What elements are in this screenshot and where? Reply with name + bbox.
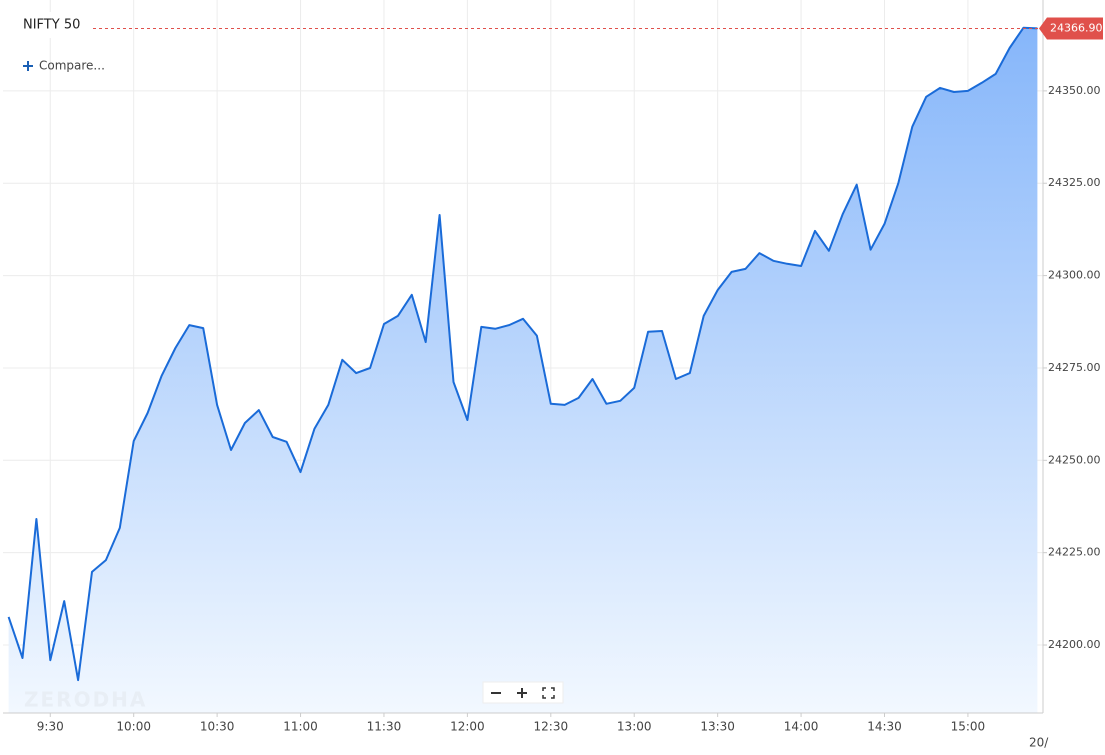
zoom-in[interactable]	[517, 688, 527, 698]
y-tick-label: 24300.00	[1048, 269, 1101, 282]
compare-label[interactable]: Compare...	[39, 59, 105, 73]
y-tick-label: 24275.00	[1048, 361, 1101, 374]
x-tick-label: 11:30	[367, 720, 402, 734]
x-tick-label: 15:00	[951, 720, 986, 734]
x-tick-label: 13:30	[700, 720, 735, 734]
y-tick-label: 24200.00	[1048, 638, 1101, 651]
zoom-controls	[482, 681, 564, 704]
x-tick-label: 14:30	[867, 720, 902, 734]
x-tick-label: 13:00	[617, 720, 652, 734]
last-price-label: 24366.90	[1050, 21, 1103, 34]
price-line	[7, 26, 1038, 682]
plus-icon	[23, 61, 33, 71]
x-tick-label: 14:00	[784, 720, 819, 734]
date-label: 20/	[1029, 736, 1049, 750]
watermark: ZERODHA	[24, 688, 147, 712]
x-tick-label: 11:00	[283, 720, 318, 734]
y-tick-label: 24325.00	[1048, 176, 1101, 189]
y-tick-label: 24250.00	[1048, 453, 1101, 466]
x-tick-label: 10:00	[116, 720, 151, 734]
x-tick-label: 12:00	[450, 720, 485, 734]
last-price-tag	[1039, 17, 1103, 40]
title-box	[12, 12, 92, 38]
x-tick-label: 12:30	[534, 720, 569, 734]
y-tick-label: 24225.00	[1048, 546, 1101, 559]
chart-title: NIFTY 50	[23, 18, 80, 33]
area	[8, 27, 1038, 713]
fullscreen[interactable]	[542, 687, 555, 699]
x-tick-label: 9:30	[37, 720, 64, 734]
x-tick-label: 10:30	[200, 720, 235, 734]
y-tick-label: 24350.00	[1048, 84, 1101, 97]
compare-button[interactable]: Compare...	[23, 59, 105, 73]
